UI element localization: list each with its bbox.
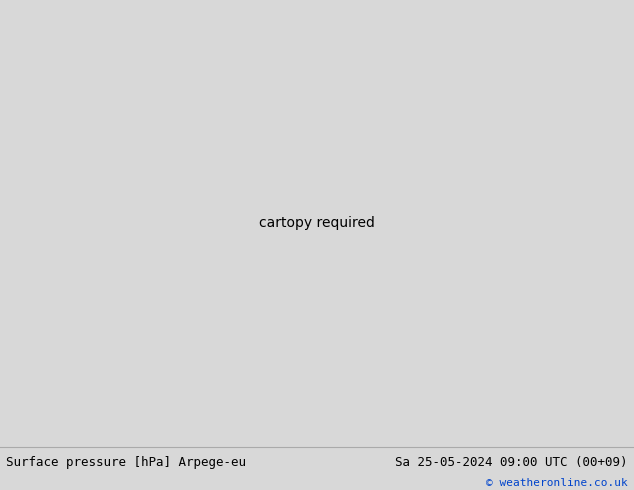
Text: © weatheronline.co.uk: © weatheronline.co.uk [486, 478, 628, 489]
Text: cartopy required: cartopy required [259, 216, 375, 230]
Text: Surface pressure [hPa] Arpege-eu: Surface pressure [hPa] Arpege-eu [6, 456, 247, 469]
Text: Sa 25-05-2024 09:00 UTC (00+09): Sa 25-05-2024 09:00 UTC (00+09) [395, 456, 628, 469]
